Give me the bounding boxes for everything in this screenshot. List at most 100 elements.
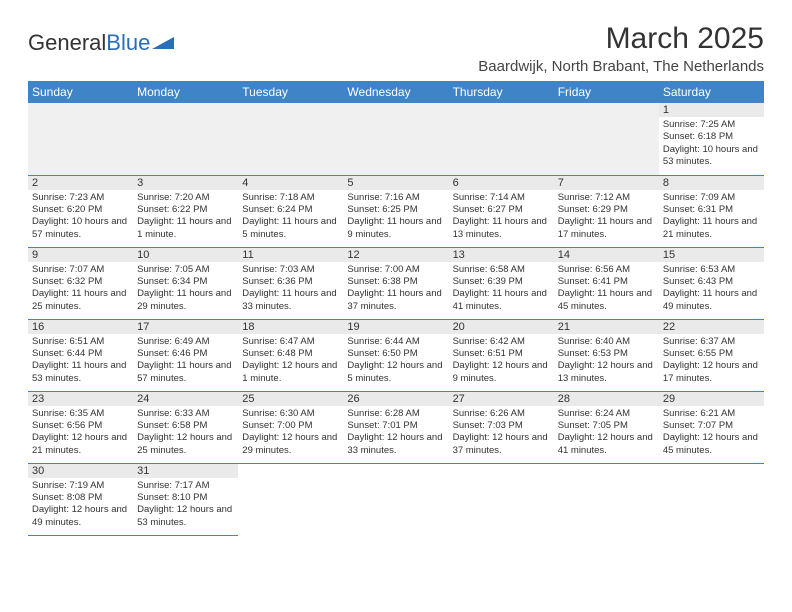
empty-cell xyxy=(343,463,448,535)
sunrise-text: Sunrise: 7:23 AM xyxy=(32,192,129,204)
calendar-cell: 5Sunrise: 7:16 AMSunset: 6:25 PMDaylight… xyxy=(343,175,448,247)
empty-cell xyxy=(554,463,659,535)
sunrise-text: Sunrise: 6:44 AM xyxy=(347,336,444,348)
sunrise-text: Sunrise: 6:21 AM xyxy=(663,408,760,420)
daylight-text: Daylight: 12 hours and 29 minutes. xyxy=(242,432,339,457)
calendar-row: 23Sunrise: 6:35 AMSunset: 6:56 PMDayligh… xyxy=(28,391,764,463)
sunset-text: Sunset: 6:24 PM xyxy=(242,204,339,216)
sunrise-text: Sunrise: 6:35 AM xyxy=(32,408,129,420)
sunset-text: Sunset: 6:22 PM xyxy=(137,204,234,216)
day-info: Sunrise: 7:03 AMSunset: 6:36 PMDaylight:… xyxy=(240,264,341,313)
daylight-text: Daylight: 12 hours and 41 minutes. xyxy=(558,432,655,457)
day-info: Sunrise: 7:12 AMSunset: 6:29 PMDaylight:… xyxy=(556,192,657,241)
sail-icon xyxy=(152,37,174,49)
calendar-cell: 30Sunrise: 7:19 AMSunset: 8:08 PMDayligh… xyxy=(28,463,133,535)
sunrise-text: Sunrise: 6:51 AM xyxy=(32,336,129,348)
sunset-text: Sunset: 6:46 PM xyxy=(137,348,234,360)
day-info: Sunrise: 7:00 AMSunset: 6:38 PMDaylight:… xyxy=(345,264,446,313)
day-number: 7 xyxy=(554,176,659,190)
calendar-cell: 15 Sunrise: 6:53 AMSunset: 6:43 PMDayligh… xyxy=(659,247,764,319)
sunrise-text: Sunrise: 7:05 AM xyxy=(137,264,234,276)
daylight-text: Daylight: 11 hours and 45 minutes. xyxy=(558,288,655,313)
empty-cell xyxy=(659,463,764,535)
day-number: 31 xyxy=(133,464,238,478)
day-number: 16 xyxy=(28,320,133,334)
sunrise-text: Sunrise: 7:25 AM xyxy=(663,119,760,131)
empty-cell xyxy=(133,103,238,175)
sunset-text: Sunset: 6:41 PM xyxy=(558,276,655,288)
day-info: Sunrise: 6:58 AMSunset: 6:39 PMDaylight:… xyxy=(451,264,552,313)
calendar-cell: 19 Sunrise: 6:44 AMSunset: 6:50 PMDayligh… xyxy=(343,319,448,391)
sunset-text: Sunset: 6:36 PM xyxy=(242,276,339,288)
daylight-text: Daylight: 12 hours and 5 minutes. xyxy=(347,360,444,385)
sunset-text: Sunset: 6:50 PM xyxy=(347,348,444,360)
sunrise-text: Sunrise: 6:33 AM xyxy=(137,408,234,420)
daylight-text: Daylight: 11 hours and 37 minutes. xyxy=(347,288,444,313)
sunset-text: Sunset: 6:20 PM xyxy=(32,204,129,216)
daylight-text: Daylight: 11 hours and 49 minutes. xyxy=(663,288,760,313)
empty-cell xyxy=(238,103,343,175)
header: GeneralBlue March 2025 Baardwijk, North … xyxy=(28,22,764,75)
empty-cell xyxy=(554,103,659,175)
calendar-cell: 4Sunrise: 7:18 AMSunset: 6:24 PMDaylight… xyxy=(238,175,343,247)
sunset-text: Sunset: 6:32 PM xyxy=(32,276,129,288)
daylight-text: Daylight: 11 hours and 41 minutes. xyxy=(453,288,550,313)
calendar-cell: 24 Sunrise: 6:33 AMSunset: 6:58 PMDayligh… xyxy=(133,391,238,463)
sunrise-text: Sunrise: 6:47 AM xyxy=(242,336,339,348)
empty-cell xyxy=(238,463,343,535)
day-number: 2 xyxy=(28,176,133,190)
calendar-cell: 8Sunrise: 7:09 AMSunset: 6:31 PMDaylight… xyxy=(659,175,764,247)
sunrise-text: Sunrise: 7:12 AM xyxy=(558,192,655,204)
day-number: 10 xyxy=(133,248,238,262)
calendar-cell: 22Sunrise: 6:37 AMSunset: 6:55 PMDayligh… xyxy=(659,319,764,391)
calendar-cell: 26Sunrise: 6:28 AMSunset: 7:01 PMDayligh… xyxy=(343,391,448,463)
sunset-text: Sunset: 6:51 PM xyxy=(453,348,550,360)
day-number: 14 xyxy=(554,248,659,262)
calendar-row: 9Sunrise: 7:07 AMSunset: 6:32 PMDaylight… xyxy=(28,247,764,319)
weekday-header: Friday xyxy=(554,81,659,103)
day-info: Sunrise: 6:53 AMSunset: 6:43 PMDaylight:… xyxy=(661,264,762,313)
empty-cell xyxy=(449,103,554,175)
daylight-text: Daylight: 12 hours and 33 minutes. xyxy=(347,432,444,457)
sunset-text: Sunset: 7:05 PM xyxy=(558,420,655,432)
day-info: Sunrise: 6:44 AMSunset: 6:50 PMDaylight:… xyxy=(345,336,446,385)
calendar-cell: 7 Sunrise: 7:12 AMSunset: 6:29 PMDaylight… xyxy=(554,175,659,247)
day-info: Sunrise: 7:07 AMSunset: 6:32 PMDaylight:… xyxy=(30,264,131,313)
sunrise-text: Sunrise: 7:16 AM xyxy=(347,192,444,204)
sunset-text: Sunset: 6:55 PM xyxy=(663,348,760,360)
sunrise-text: Sunrise: 7:09 AM xyxy=(663,192,760,204)
day-number: 29 xyxy=(659,392,764,406)
sunrise-text: Sunrise: 7:14 AM xyxy=(453,192,550,204)
day-info: Sunrise: 6:28 AMSunset: 7:01 PMDaylight:… xyxy=(345,408,446,457)
day-info: Sunrise: 7:20 AMSunset: 6:22 PMDaylight:… xyxy=(135,192,236,241)
sunrise-text: Sunrise: 7:19 AM xyxy=(32,480,129,492)
calendar-cell: 14Sunrise: 6:56 AMSunset: 6:41 PMDayligh… xyxy=(554,247,659,319)
daylight-text: Daylight: 12 hours and 1 minute. xyxy=(242,360,339,385)
daylight-text: Daylight: 11 hours and 5 minutes. xyxy=(242,216,339,241)
sunrise-text: Sunrise: 6:28 AM xyxy=(347,408,444,420)
sunset-text: Sunset: 7:07 PM xyxy=(663,420,760,432)
sunset-text: Sunset: 8:08 PM xyxy=(32,492,129,504)
day-info: Sunrise: 6:33 AMSunset: 6:58 PMDaylight:… xyxy=(135,408,236,457)
sunrise-text: Sunrise: 6:24 AM xyxy=(558,408,655,420)
daylight-text: Daylight: 12 hours and 13 minutes. xyxy=(558,360,655,385)
day-number: 15 xyxy=(659,248,764,262)
sunrise-text: Sunrise: 6:42 AM xyxy=(453,336,550,348)
sunrise-text: Sunrise: 7:00 AM xyxy=(347,264,444,276)
calendar-cell: 27Sunrise: 6:26 AMSunset: 7:03 PMDayligh… xyxy=(449,391,554,463)
sunset-text: Sunset: 6:34 PM xyxy=(137,276,234,288)
calendar-cell: 23Sunrise: 6:35 AMSunset: 6:56 PMDayligh… xyxy=(28,391,133,463)
calendar-cell: 20Sunrise: 6:42 AMSunset: 6:51 PMDayligh… xyxy=(449,319,554,391)
day-number: 24 xyxy=(133,392,238,406)
day-number: 5 xyxy=(343,176,448,190)
day-number: 19 xyxy=(343,320,448,334)
daylight-text: Daylight: 11 hours and 29 minutes. xyxy=(137,288,234,313)
day-info: Sunrise: 6:26 AMSunset: 7:03 PMDaylight:… xyxy=(451,408,552,457)
day-info: Sunrise: 7:25 AMSunset: 6:18 PMDaylight:… xyxy=(661,119,762,168)
sunset-text: Sunset: 6:25 PM xyxy=(347,204,444,216)
sunrise-text: Sunrise: 6:40 AM xyxy=(558,336,655,348)
day-info: Sunrise: 7:05 AMSunset: 6:34 PMDaylight:… xyxy=(135,264,236,313)
calendar-cell: 31Sunrise: 7:17 AMSunset: 8:10 PMDayligh… xyxy=(133,463,238,535)
calendar-row: 2 Sunrise: 7:23 AMSunset: 6:20 PM Daylight… xyxy=(28,175,764,247)
day-info: Sunrise: 6:24 AMSunset: 7:05 PMDaylight:… xyxy=(556,408,657,457)
